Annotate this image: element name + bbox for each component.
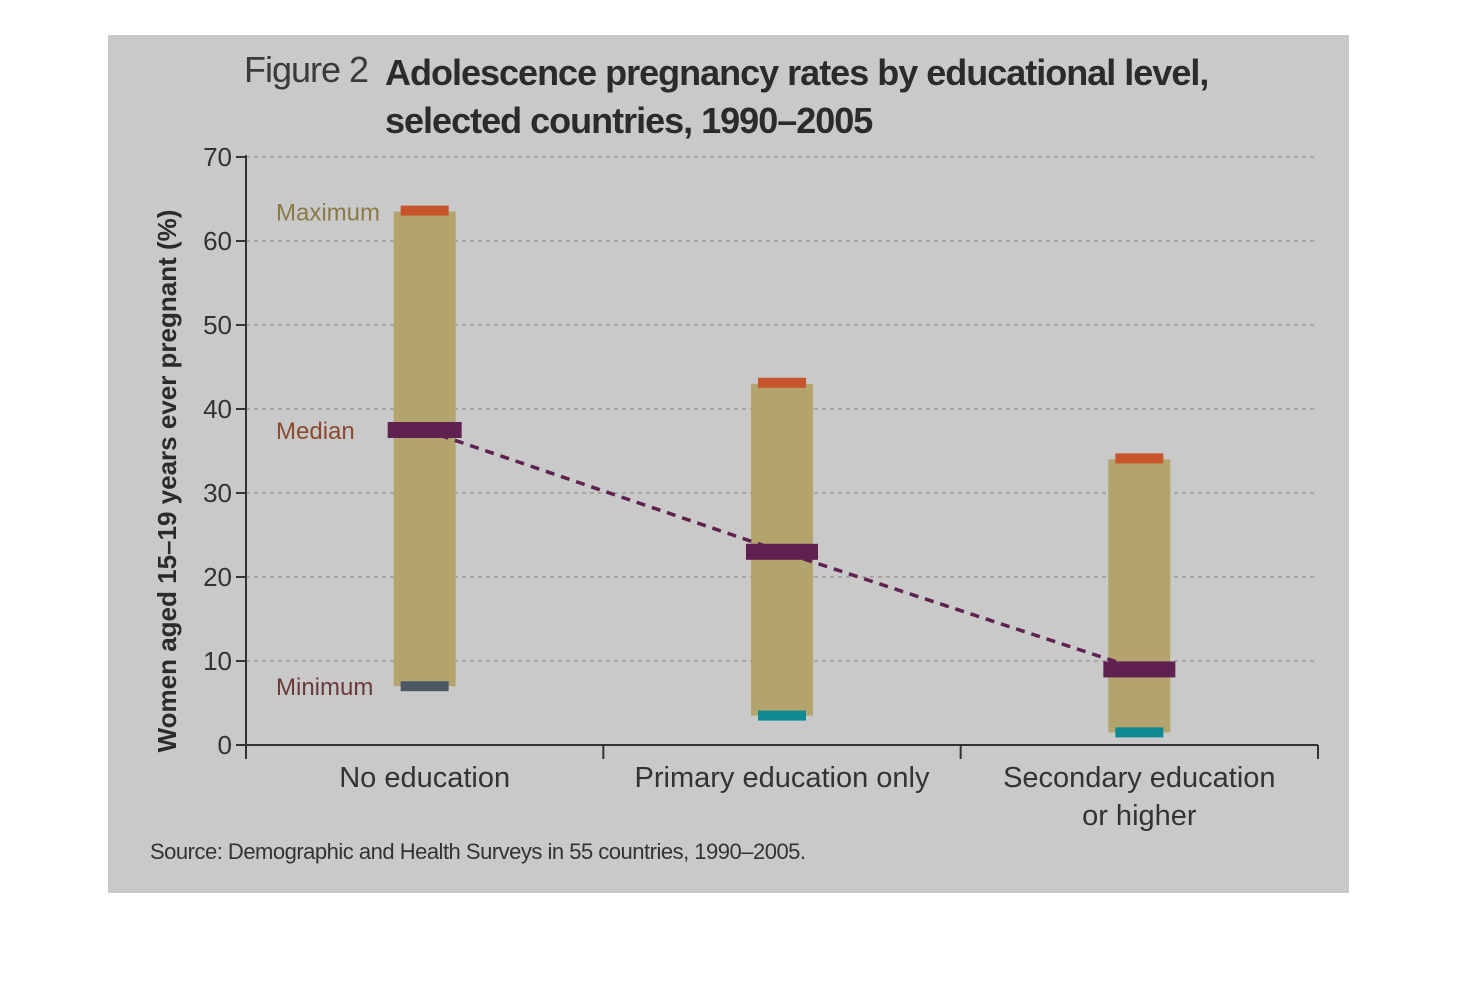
x-category-label: or higher [1082,800,1197,832]
annotation-minimum: Minimum [276,674,373,701]
figure-panel: Figure 2 Adolescence pregnancy rates by … [108,35,1349,893]
median-trend-line [424,428,1140,672]
maximum-marker [400,205,449,216]
maximum-marker [1115,453,1164,464]
range-bar [393,211,456,687]
annotation-median: Median [276,418,355,445]
y-tick-label: 10 [203,646,232,676]
minimum-marker [1115,727,1164,738]
y-tick-label: 0 [218,730,232,760]
median-marker [1103,661,1176,678]
minimum-marker [400,681,449,692]
figure-label: Figure 2 [244,49,369,90]
median-marker [387,422,462,438]
y-tick-label: 70 [203,142,232,172]
source-note: Source: Demographic and Health Surveys i… [150,839,806,864]
minimum-marker [758,710,806,721]
y-tick-label: 30 [203,478,232,508]
median-marker [746,543,818,560]
y-tick-label: 20 [203,562,232,592]
y-tick-label: 50 [203,310,232,340]
y-tick-label: 40 [203,394,232,424]
x-category-label: Primary education only [635,762,930,794]
annotation-maximum: Maximum [276,200,380,227]
chart-svg: 0 10 20 30 40 50 60 70 Women aged 15–19 years ev… [152,142,1319,832]
chart-title: Adolescence pregnancy rates by education… [385,52,1209,141]
range-bar [1108,459,1171,733]
y-tick-label: 60 [203,226,232,256]
x-category-label: Secondary education [1003,762,1275,794]
maximum-marker [758,377,806,388]
x-category-label: No education [339,762,510,794]
y-axis-title: Women aged 15–19 years ever pregnant (%) [152,210,182,753]
